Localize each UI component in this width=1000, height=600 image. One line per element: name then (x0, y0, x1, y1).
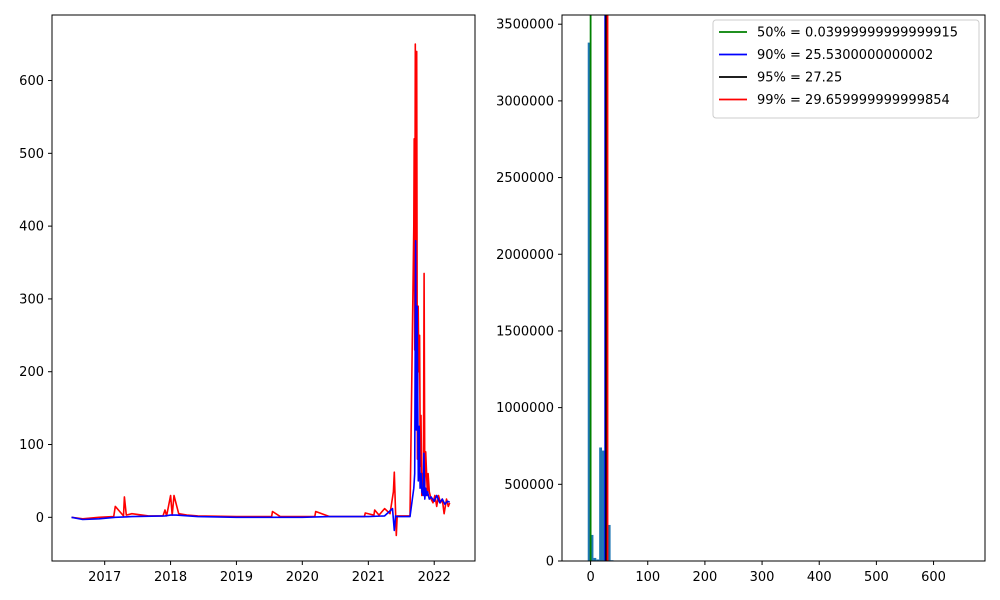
x-tick-label: 500 (864, 570, 889, 585)
x-tick-label: 2018 (154, 570, 187, 585)
histogram-bar (596, 559, 600, 561)
y-tick-label: 3000000 (496, 94, 554, 109)
time-series-axes-frame (51, 14, 476, 562)
histogram-bar (587, 42, 591, 561)
x-tick-label: 2022 (418, 570, 451, 585)
histogram-bar (599, 447, 603, 561)
legend-label: 95% = 27.25 (757, 71, 842, 86)
legend-label: 90% = 25.5300000000002 (757, 48, 933, 63)
histogram-bar (602, 450, 605, 561)
x-tick-label: 2017 (88, 570, 121, 585)
legend-label: 50% = 0.03999999999999915 (757, 26, 958, 41)
percentile-lines (589, 15, 609, 561)
y-tick-label: 1000000 (496, 401, 554, 416)
x-tick-label: 100 (635, 570, 660, 585)
x-tick-label: 600 (921, 570, 946, 585)
y-tick-label: 100 (19, 438, 44, 453)
time-series-x-axis: 2017 2018 2019 2020 2021 2022 (88, 561, 451, 585)
histogram-y-axis: 0 500000 1000000 1500000 2000000 2500000 30000… (496, 18, 562, 570)
y-tick-label: 1500000 (496, 324, 554, 339)
y-tick-label: 3500000 (496, 18, 554, 33)
time-series-y-axis: 0 100 200 300 400 500 600 (19, 74, 52, 526)
legend-label: 99% = 29.659999999999854 (757, 93, 950, 108)
y-tick-label: 400 (19, 220, 44, 235)
series-line-1 (71, 239, 450, 532)
x-tick-label: 2019 (220, 570, 253, 585)
x-tick-label: 200 (692, 570, 717, 585)
y-tick-label: 0 (546, 555, 554, 570)
time-series-chart: 2017 2018 2019 2020 2021 2022 0 100 200 300 400 50… (19, 14, 476, 585)
y-tick-label: 200 (19, 365, 44, 380)
histogram-x-axis: 0 100 200 300 400 500 600 (586, 561, 946, 585)
y-tick-label: 300 (19, 292, 44, 307)
histogram-bar (593, 557, 597, 561)
x-tick-label: 2021 (352, 570, 385, 585)
x-tick-label: 0 (586, 570, 594, 585)
legend-box (712, 19, 980, 119)
y-tick-label: 500000 (504, 478, 554, 493)
y-tick-label: 2500000 (496, 171, 554, 186)
time-series-plot-area (71, 43, 451, 537)
y-tick-label: 0 (36, 511, 44, 526)
histogram-legend: 50% = 0.03999999999999915 90% = 25.530000… (712, 19, 980, 119)
histogram-chart: 0 100 200 300 400 500 600 0 500000 1000000 150000… (496, 14, 986, 585)
x-tick-label: 400 (807, 570, 832, 585)
histogram-axes-frame (561, 14, 986, 562)
histogram-bar (590, 534, 594, 561)
histogram-bar (607, 524, 611, 561)
x-tick-label: 300 (750, 570, 775, 585)
x-tick-label: 2020 (286, 570, 319, 585)
y-tick-label: 500 (19, 147, 44, 162)
y-tick-label: 2000000 (496, 248, 554, 263)
y-tick-label: 600 (19, 74, 44, 89)
